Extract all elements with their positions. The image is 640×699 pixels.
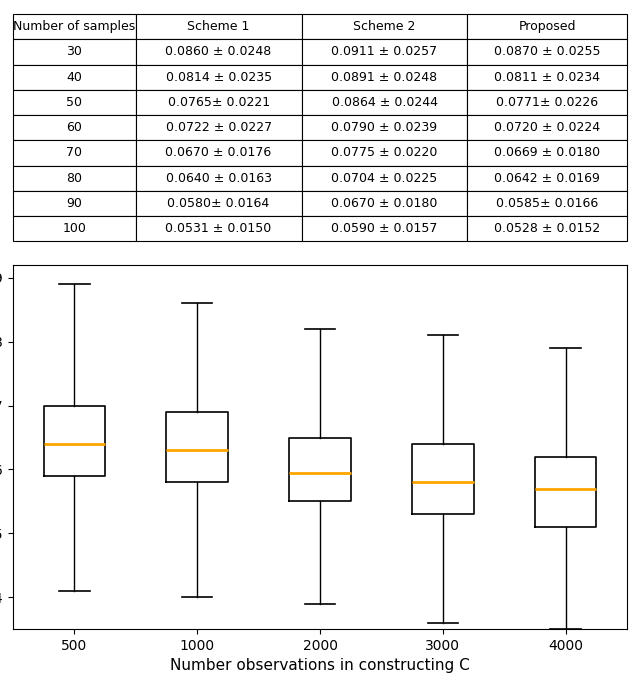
- X-axis label: Number observations in constructing C: Number observations in constructing C: [170, 658, 470, 673]
